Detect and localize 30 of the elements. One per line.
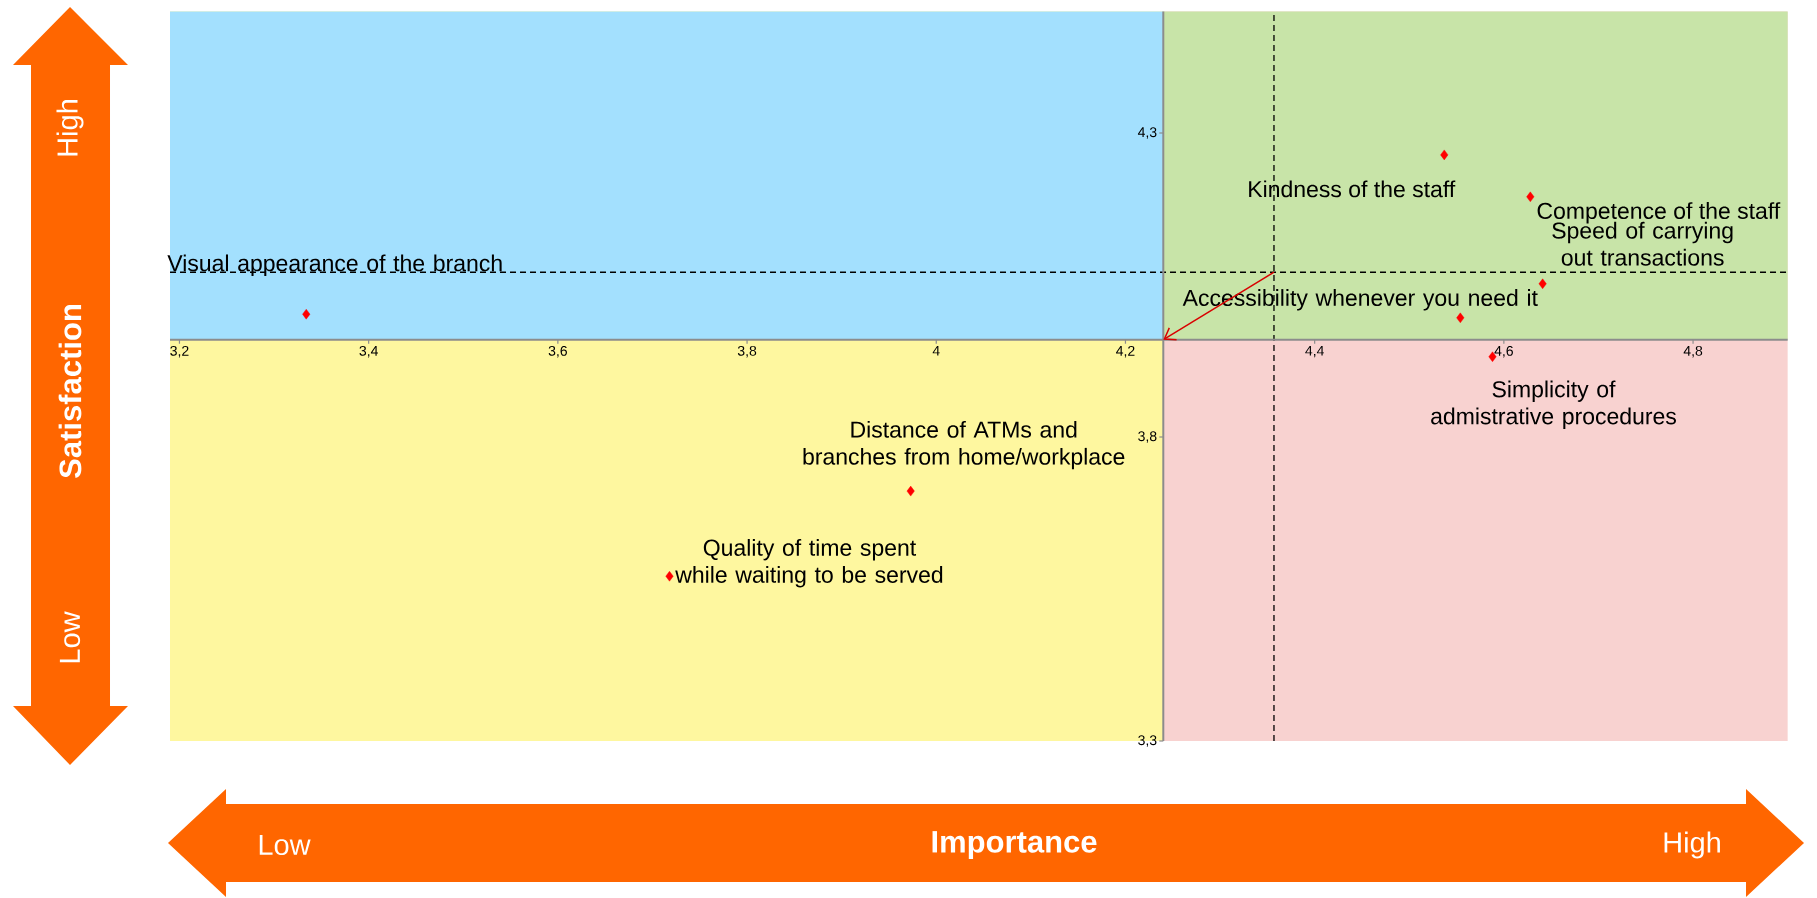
x-tick-label: 4,6: [1494, 345, 1513, 358]
x-tick-label: 3,6: [548, 345, 567, 358]
point: [1440, 149, 1449, 161]
x-tick-label: 3,8: [737, 345, 757, 358]
x-axis-title: Importance: [932, 831, 1097, 859]
x-tick-label: 4,2: [1116, 345, 1135, 358]
x-tick-label: 4,8: [1683, 345, 1703, 358]
y-tick-label: 4,3: [1137, 127, 1157, 139]
point: [1456, 312, 1465, 324]
y-tick-label: 3,3: [1138, 735, 1157, 747]
annotation: Quality of time spent while waiting to be served: [675, 539, 943, 588]
annotation: Kindness of the staff: [1249, 180, 1456, 198]
text: High: [56, 100, 84, 156]
y-tick-label: 3,8: [1138, 431, 1157, 443]
annotation: Distance of ATMs and branches from home/workplace: [803, 420, 1125, 470]
x-tick-label: 3,4: [359, 345, 378, 358]
point: [302, 308, 311, 320]
annotation: Simplicity of admistrative procedures: [1431, 380, 1676, 429]
point: [906, 485, 915, 497]
x-tick-label: 4: [932, 345, 940, 356]
x-tick-label: 4,4: [1305, 345, 1324, 358]
annotation: Visual appearance of the branch: [167, 254, 502, 276]
x-tick-label: 3,2: [170, 345, 189, 358]
point: [1526, 191, 1535, 203]
text: Low: [259, 834, 311, 856]
text: Low: [59, 611, 81, 663]
y-axis-title: Satisfaction: [58, 305, 82, 478]
text: High: [1664, 831, 1720, 859]
point: [665, 571, 674, 582]
point: [1538, 278, 1547, 289]
